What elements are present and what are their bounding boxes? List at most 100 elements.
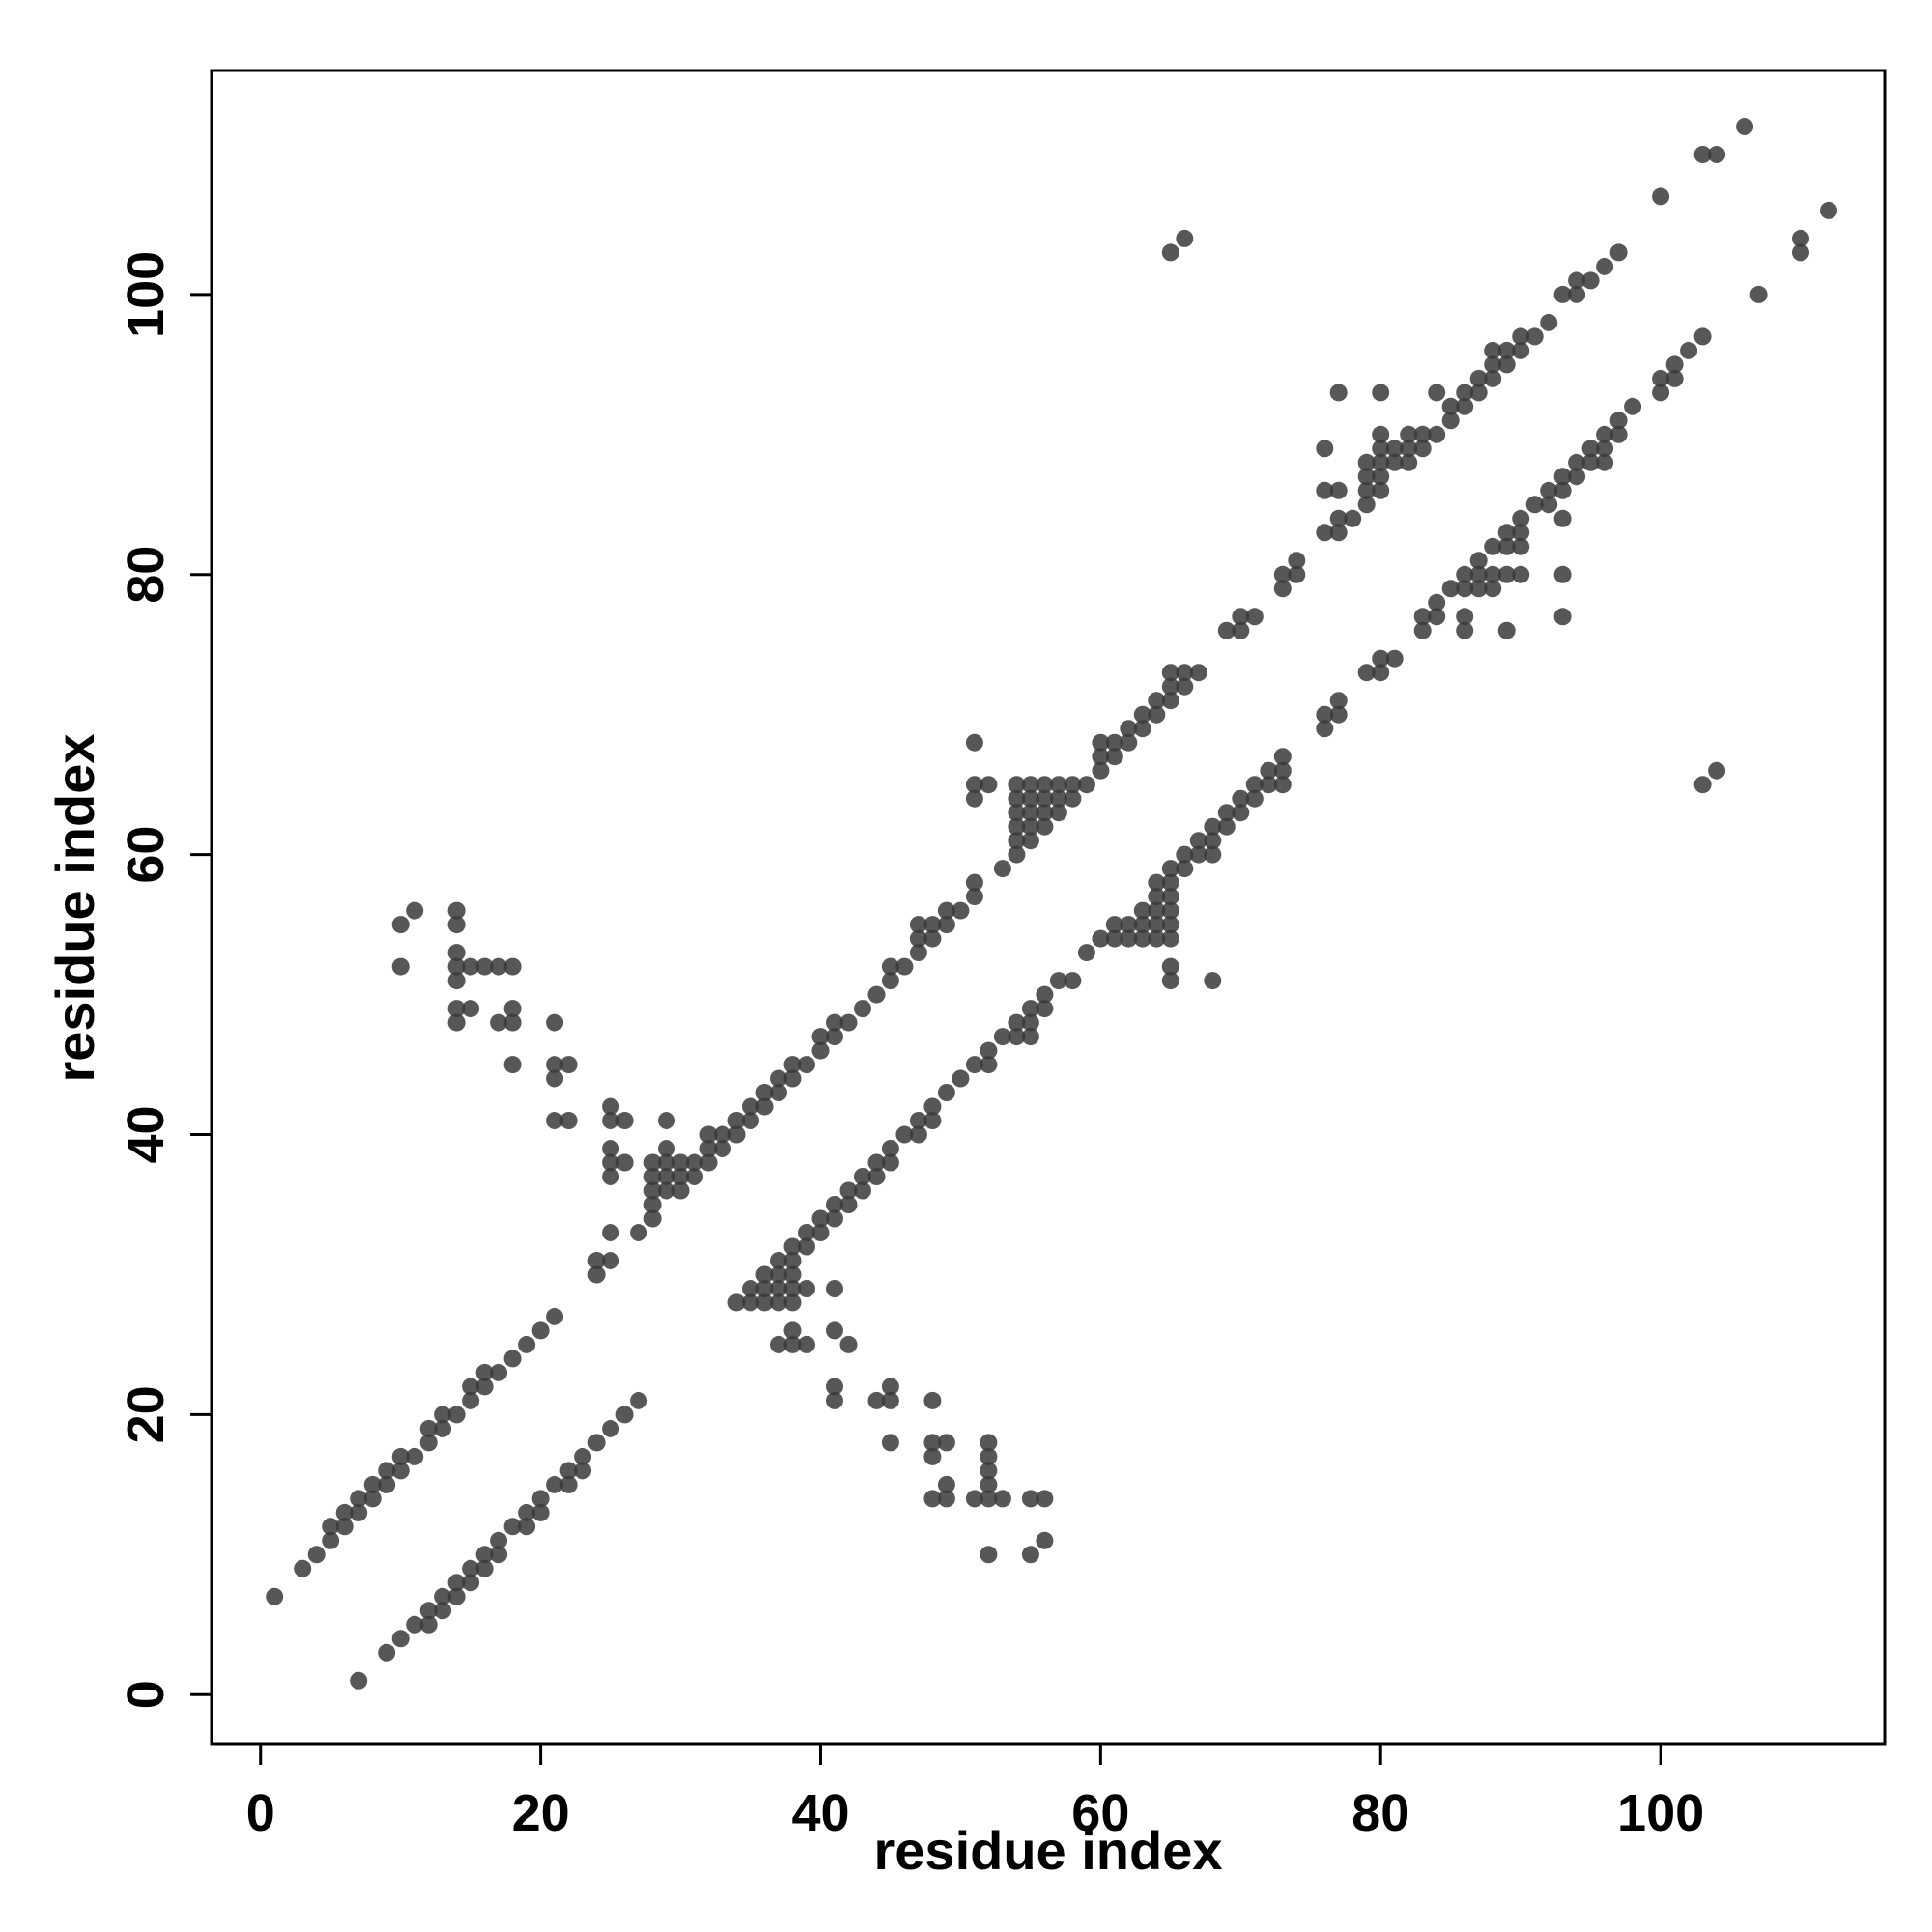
data-point <box>1260 776 1278 794</box>
data-point <box>1456 621 1474 639</box>
data-point <box>826 1196 843 1213</box>
data-point <box>1652 369 1670 387</box>
data-point <box>1021 817 1039 836</box>
data-point <box>1021 804 1039 822</box>
data-point <box>1553 509 1572 527</box>
data-point <box>1021 789 1039 808</box>
data-point <box>783 1293 802 1312</box>
data-point <box>798 1237 815 1256</box>
data-point <box>714 1140 731 1157</box>
data-point <box>1609 412 1628 430</box>
data-point <box>475 1546 494 1564</box>
data-point <box>1316 481 1334 499</box>
data-point <box>937 1084 955 1101</box>
data-point <box>1428 384 1446 402</box>
data-point <box>1484 369 1502 387</box>
data-point <box>881 1140 899 1157</box>
data-point <box>826 1280 843 1297</box>
data-point <box>980 1546 998 1564</box>
data-point <box>1469 552 1488 570</box>
data-point <box>839 1335 858 1353</box>
x-tick-label: 20 <box>512 1784 570 1842</box>
data-point <box>1372 384 1390 402</box>
data-point <box>1148 705 1166 724</box>
data-point <box>602 1168 620 1185</box>
data-point <box>1176 664 1194 682</box>
data-point <box>826 1209 843 1228</box>
y-axis-title: residue index <box>44 733 105 1082</box>
data-point <box>602 1097 620 1116</box>
data-point <box>755 1293 774 1312</box>
data-point <box>559 1112 578 1129</box>
data-point <box>1568 453 1586 471</box>
data-point <box>503 1000 522 1018</box>
data-point <box>602 1419 620 1437</box>
data-point <box>615 1112 634 1129</box>
data-point <box>1232 621 1250 639</box>
data-point <box>1049 804 1067 822</box>
data-point <box>839 1196 858 1213</box>
data-point <box>1245 608 1264 626</box>
data-point <box>363 1490 382 1508</box>
data-point <box>434 1602 452 1620</box>
data-point <box>1161 664 1179 682</box>
data-point <box>322 1518 340 1536</box>
data-point <box>1092 761 1110 780</box>
data-point <box>1316 720 1334 738</box>
data-point <box>1217 621 1236 639</box>
y-tick-label: 20 <box>117 1385 175 1443</box>
data-point <box>1288 565 1306 583</box>
data-point <box>993 1490 1011 1508</box>
data-point <box>1120 929 1138 948</box>
data-point <box>965 733 983 752</box>
data-point <box>770 1265 787 1284</box>
data-point <box>643 1168 662 1185</box>
data-point <box>1092 748 1110 766</box>
data-point <box>923 1434 942 1452</box>
data-point <box>727 1112 746 1129</box>
data-point <box>826 1013 843 1032</box>
data-point <box>783 1237 802 1256</box>
data-point <box>1329 481 1348 499</box>
data-point <box>350 1671 368 1690</box>
data-point <box>1693 776 1712 794</box>
data-point <box>1189 845 1208 864</box>
data-point <box>1428 425 1446 443</box>
data-point <box>937 1490 955 1508</box>
data-point <box>881 1391 899 1409</box>
data-point <box>462 1559 480 1577</box>
data-point <box>658 1112 675 1129</box>
data-point <box>1077 776 1095 794</box>
y-tick-label: 60 <box>117 826 175 884</box>
data-point <box>1204 845 1222 864</box>
data-point <box>980 1056 998 1074</box>
data-point <box>391 1462 410 1480</box>
data-point <box>1708 146 1726 163</box>
data-point <box>1512 509 1530 527</box>
data-point <box>1008 804 1026 822</box>
data-point <box>1568 285 1586 303</box>
data-point <box>1596 440 1614 458</box>
data-point <box>587 1265 606 1284</box>
data-point <box>755 1265 774 1284</box>
data-point <box>1497 621 1516 639</box>
data-point <box>1525 327 1544 346</box>
data-point <box>1456 608 1474 626</box>
data-point <box>587 1434 606 1452</box>
data-point <box>1133 916 1151 934</box>
data-point <box>335 1518 354 1536</box>
data-point <box>658 1168 675 1185</box>
data-point <box>490 1013 508 1032</box>
data-point <box>1161 972 1179 990</box>
data-point <box>811 1209 830 1228</box>
data-point <box>742 1112 759 1129</box>
data-point <box>881 957 899 976</box>
data-point <box>742 1097 759 1116</box>
data-point <box>1400 425 1418 443</box>
data-point <box>1456 565 1474 583</box>
data-point <box>1008 832 1026 850</box>
data-point <box>462 957 480 976</box>
data-point <box>391 916 410 934</box>
data-point <box>1596 425 1614 443</box>
data-point <box>1624 397 1642 415</box>
